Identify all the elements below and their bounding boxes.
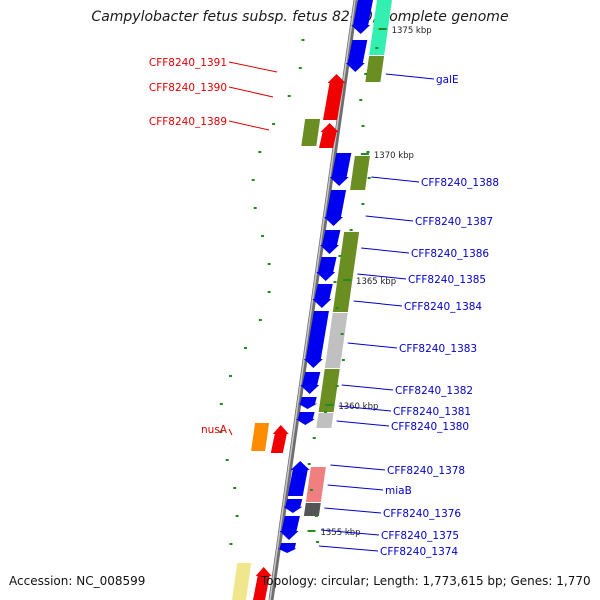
reverse-cds-3	[270, 425, 289, 453]
reverse-cds-4	[253, 567, 272, 600]
gene-label-left: CFF8240_1389	[149, 116, 227, 128]
map-title: Campylobacter fetus subsp. fetus 82-40, …	[91, 9, 509, 25]
leader-line-right	[336, 420, 390, 427]
leader-line-right	[341, 384, 394, 391]
gene-label-right: CFF8240_1387	[415, 216, 493, 228]
leader-line-right	[371, 176, 420, 183]
gene-label-right: CFF8240_1374	[380, 546, 458, 558]
leader-line-right	[353, 300, 403, 307]
leader-line-left	[228, 428, 233, 436]
cog-block-3	[350, 156, 370, 190]
gene-label-right: miaB	[385, 485, 412, 497]
cog-block-5	[324, 313, 348, 368]
leader-line-right	[347, 342, 398, 349]
leader-line-right	[338, 405, 392, 412]
cog-left-block-2	[251, 423, 270, 451]
cog-left-block-1	[301, 119, 321, 146]
cog-block-7	[316, 413, 334, 428]
gene-label-right: CFF8240_1380	[391, 421, 469, 433]
leader-line-left	[228, 86, 274, 98]
forward-cds-9	[300, 372, 321, 394]
leader-line-left	[228, 120, 270, 131]
leader-line-right	[324, 507, 382, 514]
leader-line-left	[228, 61, 278, 73]
cog-left-block-3	[232, 563, 252, 600]
kbp-tick-label: 1365 kbp	[356, 277, 396, 287]
gene-label-right: CFF8240_1376	[383, 508, 461, 520]
forward-cds-5	[320, 230, 341, 254]
gene-label-right: galE	[436, 74, 459, 86]
gene-label-right: CFF8240_1375	[381, 530, 459, 542]
forward-cds-11	[295, 412, 315, 425]
gene-label-right: CFF8240_1378	[387, 465, 465, 477]
leader-line-right	[330, 464, 386, 471]
kbp-tick-label: 1355 kbp	[320, 528, 360, 538]
cog-block-6	[318, 369, 340, 412]
genome-backbone-highlight	[269, 0, 356, 600]
forward-cds-4	[323, 190, 347, 226]
forward-cds-3	[329, 153, 352, 186]
reverse-cds-1	[323, 74, 346, 120]
cog-block-1	[369, 0, 392, 55]
leader-line-right	[365, 215, 414, 222]
kbp-tick-label: 1360 kbp	[338, 402, 378, 412]
leader-line-right	[318, 545, 379, 552]
forward-cds-10	[298, 397, 318, 409]
cog-block-2	[365, 56, 385, 82]
cog-block-8	[305, 467, 326, 502]
gene-label-right: CFF8240_1383	[399, 343, 477, 355]
forward-cds-13	[283, 499, 303, 513]
cog-block-9	[303, 503, 321, 516]
forward-cds-2	[345, 40, 368, 72]
leader-line-right	[361, 247, 410, 254]
leader-line-right	[385, 73, 435, 80]
forward-cds-15	[277, 543, 297, 553]
leader-line-right	[327, 484, 384, 491]
gene-label-left: CFF8240_1391	[149, 57, 227, 69]
leader-line-right	[357, 273, 407, 280]
cog-block-4	[332, 232, 360, 312]
forward-cds-8	[303, 311, 329, 368]
gene-label-left: CFF8240_1390	[149, 82, 227, 94]
gene-label-left: nusA	[201, 424, 228, 436]
forward-cds-14	[279, 516, 300, 540]
forward-cds-1	[351, 0, 373, 34]
forward-cds-7	[312, 284, 333, 308]
kbp-tick-label: 1370 kbp	[374, 151, 414, 161]
accession-text: Accession: NC_008599	[9, 574, 146, 588]
kbp-tick-label: 1375 kbp	[392, 26, 432, 36]
gene-label-right: CFF8240_1384	[404, 301, 482, 313]
genome-summary-text: Topology: circular; Length: 1,773,615 bp…	[261, 574, 591, 588]
forward-cds-12	[287, 461, 310, 496]
gene-label-right: CFF8240_1386	[411, 248, 489, 260]
gene-label-right: CFF8240_1388	[421, 177, 499, 189]
gene-label-right: CFF8240_1385	[408, 274, 486, 286]
forward-cds-6	[316, 257, 337, 281]
reverse-cds-2	[319, 123, 339, 148]
leader-line-right	[321, 529, 380, 536]
gene-label-right: CFF8240_1382	[395, 385, 473, 397]
gene-label-right: CFF8240_1381	[393, 406, 471, 418]
